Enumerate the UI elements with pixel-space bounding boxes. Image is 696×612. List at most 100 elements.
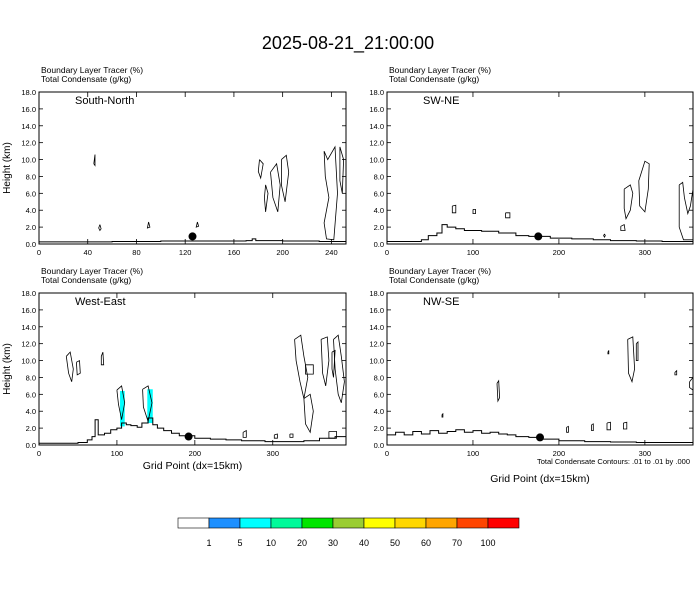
x-tick-label: 100 <box>467 248 480 257</box>
tracer-fill <box>147 389 153 424</box>
condensate-contour <box>638 160 650 213</box>
plot-frame <box>386 91 694 245</box>
y-tick-label: 6.0 <box>374 390 384 399</box>
terrain-line <box>39 238 346 243</box>
x-tick-label: 100 <box>111 449 124 458</box>
colorbar-label: 20 <box>297 538 307 548</box>
x-axis-label: Grid Point (dx=15km) <box>490 473 590 485</box>
colorbar-label: 50 <box>390 538 400 548</box>
condensate-contour <box>606 421 611 431</box>
panel-west-east: Boundary Layer Tracer (%)Total Condensat… <box>2 266 347 472</box>
x-tick-label: 160 <box>228 248 241 257</box>
y-tick-label: 10.0 <box>369 156 384 165</box>
plot-frame <box>38 292 347 446</box>
location-marker <box>188 232 197 241</box>
y-tick-label: 2.0 <box>374 223 384 232</box>
y-tick-label: 2.0 <box>26 223 36 232</box>
colorbar-label: 70 <box>452 538 462 548</box>
y-tick-label: 4.0 <box>374 206 384 215</box>
condensate-contour <box>339 146 345 194</box>
condensate-contour <box>591 423 594 431</box>
colorbar: 1 5 10 20 30 40 50 60 70 100 <box>177 517 520 548</box>
y-tick-label: 14.0 <box>369 122 384 131</box>
y-tick-label: 18.0 <box>21 289 36 298</box>
colorbar-swatch <box>208 517 241 529</box>
condensate-contour <box>603 233 606 239</box>
panel-nw-se: Boundary Layer Tracer (%) Total Condensat… <box>369 266 694 485</box>
panel-header-line: Boundary Layer Tracer (%) <box>41 65 143 75</box>
condensate-contour <box>623 421 628 430</box>
x-tick-label: 300 <box>266 449 279 458</box>
x-tick-label: 300 <box>639 449 652 458</box>
y-tick-label: 16.0 <box>21 105 36 114</box>
y-tick-label: 14.0 <box>369 323 384 332</box>
y-axis-label: Height (km) <box>2 142 13 194</box>
condensate-contour <box>305 364 314 375</box>
tracer-fill <box>120 390 125 427</box>
condensate-contour <box>93 154 96 167</box>
y-tick-label: 18.0 <box>369 88 384 97</box>
condensate-contour <box>623 184 634 220</box>
condensate-contour <box>333 334 345 403</box>
y-tick-label: 8.0 <box>26 373 36 382</box>
colorbar-swatch <box>394 517 427 529</box>
y-tick-label: 16.0 <box>369 306 384 315</box>
colorbar-swatch <box>270 517 303 529</box>
panel-header-line: Total Condensate (g/kg) <box>389 74 479 84</box>
x-tick-label: 0 <box>385 248 389 257</box>
y-tick-label: 10.0 <box>21 357 36 366</box>
x-tick-label: 300 <box>639 248 652 257</box>
colorbar-label: 1 <box>206 538 211 548</box>
panel-header-line: Boundary Layer Tracer (%) <box>389 266 491 276</box>
y-tick-label: 16.0 <box>369 105 384 114</box>
condensate-contour <box>620 223 626 231</box>
y-tick-label: 12.0 <box>21 340 36 349</box>
y-tick-label: 14.0 <box>21 122 36 131</box>
colorbar-swatch <box>456 517 489 529</box>
condensate-contour <box>242 429 247 438</box>
condensate-contour <box>328 431 337 439</box>
y-tick-label: 8.0 <box>26 172 36 181</box>
y-axis-label: Height (km) <box>2 343 13 395</box>
y-tick-label: 2.0 <box>26 424 36 433</box>
x-tick-label: 0 <box>385 449 389 458</box>
condensate-contour <box>195 221 200 228</box>
condensate-contour <box>441 412 444 418</box>
x-tick-label: 200 <box>276 248 289 257</box>
y-tick-label: 6.0 <box>26 390 36 399</box>
colorbar-label: 100 <box>480 538 495 548</box>
y-tick-label: 18.0 <box>21 88 36 97</box>
condensate-contour <box>674 369 678 376</box>
condensate-contour <box>257 159 264 180</box>
x-tick-label: 240 <box>325 248 338 257</box>
condensate-contour <box>100 351 105 366</box>
terrain-line <box>39 417 346 444</box>
condensate-contour <box>635 341 639 361</box>
panel-label: NW-SE <box>423 296 459 308</box>
x-tick-label: 200 <box>553 248 566 257</box>
colorbar-swatch <box>363 517 396 529</box>
terrain-line <box>387 429 693 443</box>
plot-frame <box>386 292 694 446</box>
y-tick-label: 6.0 <box>26 189 36 198</box>
x-axis-label: Grid Point (dx=15km) <box>143 460 243 472</box>
x-tick-label: 0 <box>37 449 41 458</box>
y-tick-label: 10.0 <box>369 357 384 366</box>
condensate-contour <box>607 350 610 355</box>
contour-note: Total Condensate Contours: .01 to .01 by… <box>537 457 690 466</box>
condensate-contour <box>76 359 81 376</box>
y-tick-label: 0.0 <box>26 240 36 249</box>
x-tick-label: 40 <box>84 248 92 257</box>
location-marker <box>536 433 544 442</box>
colorbar-swatch <box>301 517 334 529</box>
condensate-contour <box>263 184 269 212</box>
colorbar-label: 5 <box>237 538 242 548</box>
y-tick-label: 10.0 <box>21 156 36 165</box>
colorbar-swatch <box>239 517 272 529</box>
x-tick-label: 100 <box>467 449 480 458</box>
y-tick-label: 4.0 <box>374 407 384 416</box>
y-tick-label: 6.0 <box>374 189 384 198</box>
y-tick-label: 2.0 <box>374 424 384 433</box>
panel-south-north: Boundary Layer Tracer (%)Total Condensat… <box>2 65 347 257</box>
panel-header-line: Total Condensate (g/kg) <box>41 275 131 285</box>
